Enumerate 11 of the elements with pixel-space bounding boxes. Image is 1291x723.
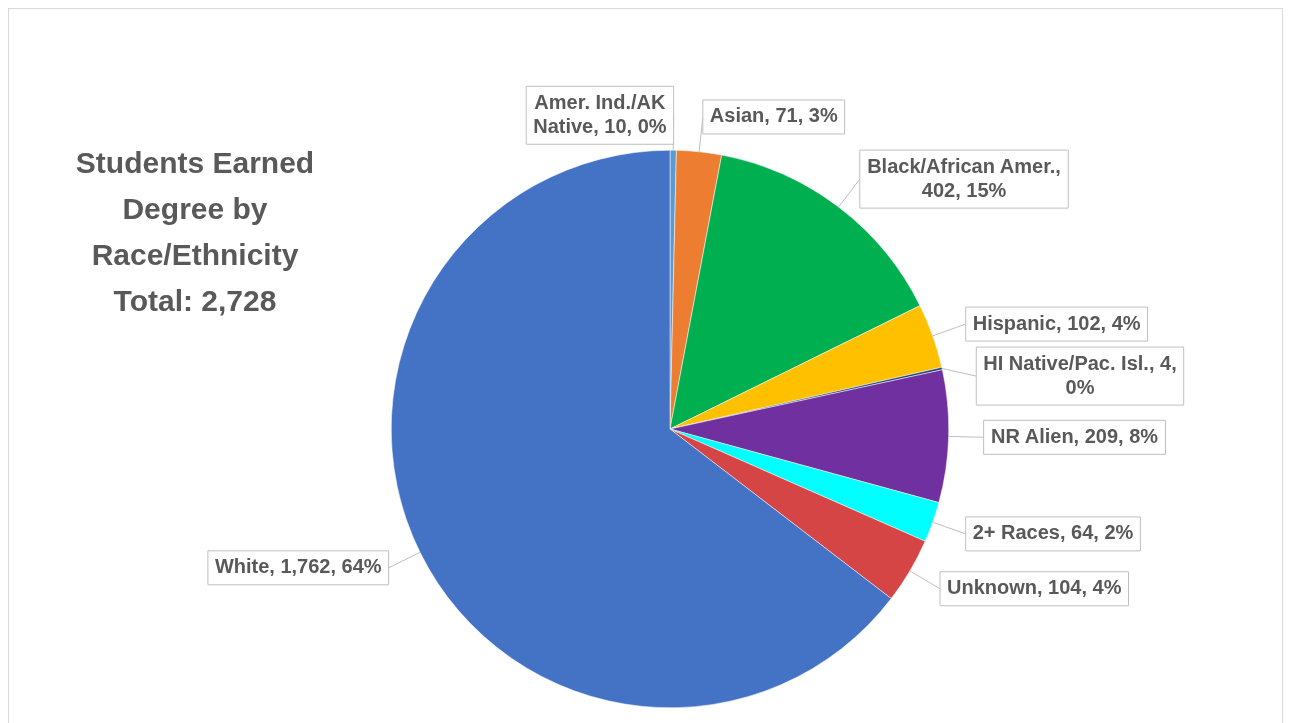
slice-label: White, 1,762, 64% bbox=[214, 555, 382, 578]
text: Students Earned Degree by Race/Ethnicity bbox=[74, 145, 316, 273]
slice-label: Asian, 71, 3% bbox=[709, 104, 838, 127]
slice-label: HI Native/Pac. Isl., 4, 0% bbox=[983, 351, 1177, 398]
slice-label: Amer. Ind./AK Native, 10, 0% bbox=[533, 90, 667, 137]
slice-label: Hispanic, 102, 4% bbox=[972, 311, 1141, 334]
text: Total: 2,728 bbox=[112, 283, 278, 319]
slice-label: NR Alien, 209, 8% bbox=[991, 424, 1159, 447]
slice-label: Unknown, 104, 4% bbox=[947, 576, 1122, 599]
slice-label: Black/African Amer., 402, 15% bbox=[867, 154, 1061, 201]
slice-label: 2+ Races, 64, 2% bbox=[972, 521, 1134, 544]
